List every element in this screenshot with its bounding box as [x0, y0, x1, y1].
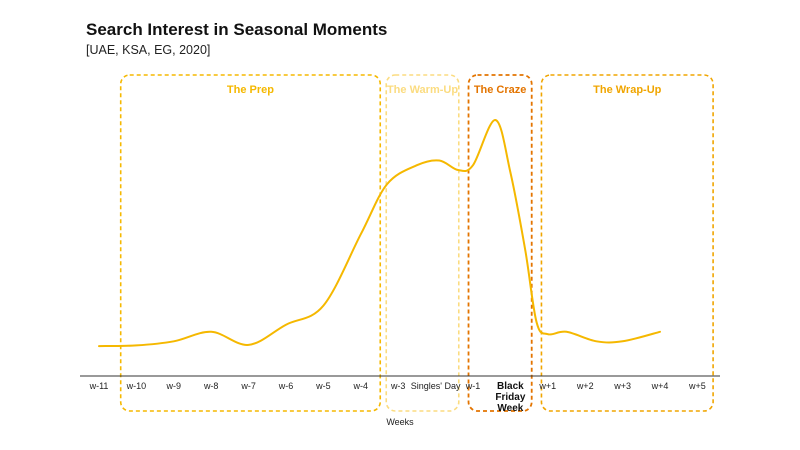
data-point [566, 331, 568, 333]
x-tick-label: w+3 [613, 381, 631, 391]
data-point [547, 333, 549, 335]
x-tick-label: w-7 [240, 381, 256, 391]
x-tick-label: w+2 [576, 381, 594, 391]
x-tick-label: w-4 [353, 381, 369, 391]
data-point [173, 340, 175, 342]
x-tick-label: w-8 [203, 381, 219, 391]
data-point [322, 305, 324, 307]
data-point [248, 344, 250, 346]
x-tick-label: w-11 [89, 381, 109, 391]
data-point [386, 183, 388, 185]
phase-box-the-wrap-up [540, 74, 714, 412]
x-axis-title: Weeks [386, 417, 414, 427]
phase-box-the-warm-up [385, 74, 460, 412]
x-tick-label: w-3 [390, 381, 406, 391]
phase-label-the-craze: The Craze [474, 84, 527, 96]
phase-label-the-wrap-up: The Wrap-Up [593, 84, 662, 96]
x-tick-label: w-1 [465, 381, 481, 391]
phase-label-the-prep: The Prep [227, 84, 274, 96]
data-point [524, 250, 526, 252]
data-point [285, 324, 287, 326]
x-tick-label: w+5 [688, 381, 706, 391]
data-point [509, 171, 511, 173]
x-tick-label: w-9 [166, 381, 182, 391]
data-point [595, 340, 597, 342]
data-point [416, 164, 418, 166]
x-tick-label: w-5 [315, 381, 331, 391]
data-point [98, 345, 100, 347]
chart-title: Search Interest in Seasonal Moments [86, 20, 388, 39]
phase-box-the-craze [467, 74, 533, 412]
data-point [135, 344, 137, 346]
phase-label-the-warm-up: The Warm-Up [387, 84, 458, 96]
data-point [472, 164, 474, 166]
x-tick-label: w-6 [278, 381, 294, 391]
x-tick-label: Black Friday Week [495, 381, 525, 414]
data-point [622, 340, 624, 342]
x-tick-label: w-10 [126, 381, 147, 391]
data-point [536, 321, 538, 323]
x-tick-label: w+1 [538, 381, 556, 391]
chart-subtitle: [UAE, KSA, EG, 2020] [86, 43, 211, 57]
phase-box-the-prep [119, 74, 382, 412]
data-point [494, 119, 496, 121]
data-point [210, 331, 212, 333]
data-point [360, 233, 362, 235]
data-point [438, 159, 440, 161]
data-point [457, 169, 459, 171]
x-tick-label: w+4 [651, 381, 669, 391]
series-line [98, 118, 661, 348]
data-point [659, 331, 661, 333]
x-tick-label: Singles' Day [411, 381, 461, 391]
